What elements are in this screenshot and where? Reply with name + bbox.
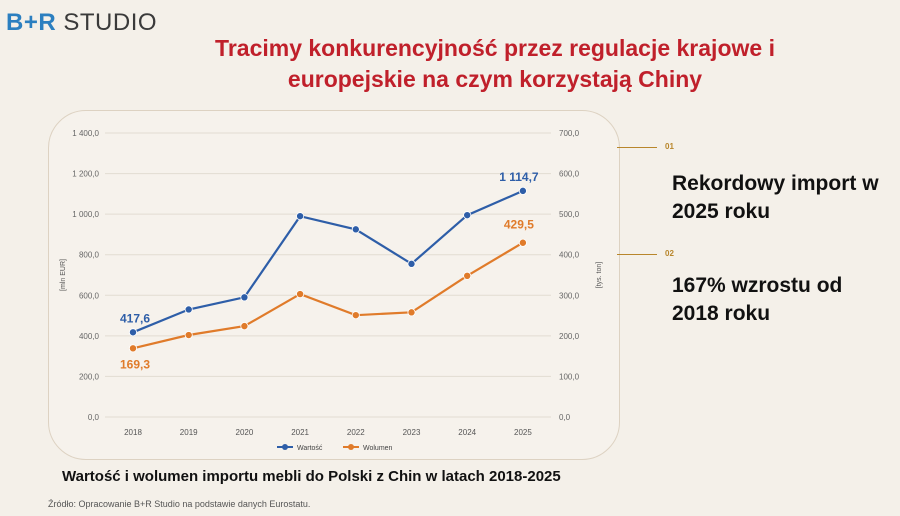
data-label: 1 114,7: [499, 170, 539, 184]
page-title: Tracimy konkurencyjność przez regulacje …: [215, 35, 775, 92]
callout-2-line: [617, 254, 657, 255]
callout-1-number: 01: [665, 142, 674, 151]
data-point: [129, 344, 138, 353]
data-point: [184, 305, 193, 314]
data-point: [407, 259, 416, 268]
data-point: [351, 225, 360, 234]
y-right-tick-label: 100,0: [559, 372, 580, 381]
data-point: [351, 311, 360, 320]
x-tick-label: 2023: [403, 428, 421, 437]
data-point: [240, 322, 249, 331]
y-left-tick-label: 200,0: [79, 372, 100, 381]
data-label: 169,3: [120, 357, 150, 371]
source-note: Źródło: Opracowanie B+R Studio na podsta…: [48, 499, 311, 509]
logo-studio: STUDIO: [63, 9, 158, 36]
data-point: [518, 238, 527, 247]
y-left-axis-label: [mln EUR]: [60, 259, 67, 291]
data-point: [129, 328, 138, 337]
y-right-tick-label: 300,0: [559, 291, 580, 300]
x-tick-label: 2018: [124, 428, 142, 437]
data-point: [463, 271, 472, 280]
y-left-tick-label: 400,0: [79, 332, 100, 341]
y-left-tick-label: 1 200,0: [72, 170, 99, 179]
y-right-tick-label: 600,0: [559, 170, 580, 179]
data-point: [407, 308, 416, 317]
x-tick-label: 2025: [514, 428, 532, 437]
callout-2-number: 02: [665, 249, 674, 258]
chart-caption: Wartość i wolumen importu mebli do Polsk…: [62, 468, 561, 485]
legend-marker-1: [282, 444, 288, 450]
y-right-tick-label: 200,0: [559, 332, 580, 341]
series-line-1: [132, 189, 524, 334]
y-right-axis-label: [tys. ton]: [596, 262, 603, 289]
data-point: [184, 331, 193, 340]
data-point: [296, 212, 305, 221]
data-label: 417,6: [120, 311, 150, 325]
data-point: [463, 211, 472, 220]
x-tick-label: 2019: [180, 428, 198, 437]
data-point: [240, 293, 249, 302]
data-label: 429,5: [504, 218, 534, 232]
x-tick-label: 2024: [458, 428, 476, 437]
y-left-tick-label: 0,0: [88, 413, 100, 422]
y-left-tick-label: 800,0: [79, 251, 100, 260]
logo-brand: B+R: [6, 9, 57, 36]
y-right-tick-label: 700,0: [559, 129, 580, 138]
callout-1-line: [617, 147, 657, 148]
x-tick-label: 2020: [236, 428, 254, 437]
data-point: [518, 186, 527, 195]
y-right-tick-label: 400,0: [559, 251, 580, 260]
series-line-2: [132, 241, 524, 350]
legend-marker-2: [348, 444, 354, 450]
x-tick-label: 2021: [291, 428, 309, 437]
chart-panel: 0,0 0,0 200,0 100,0 400,0 200,0 600,0 300,0 800,…: [48, 110, 620, 460]
data-point: [296, 290, 305, 299]
legend-label-2: Wolumen: [363, 445, 393, 452]
x-tick-label: 2022: [347, 428, 365, 437]
y-left-tick-label: 1 400,0: [72, 129, 99, 138]
y-left-tick-label: 1 000,0: [72, 210, 99, 219]
brand-logo: B+R STUDIO: [6, 9, 157, 37]
line-chart: 0,0 0,0 200,0 100,0 400,0 200,0 600,0 300,0 800,…: [60, 129, 603, 452]
y-right-tick-label: 500,0: [559, 210, 580, 219]
callout-2-text: 167% wzrostu od 2018 roku: [672, 274, 843, 325]
callout-1-text: Rekordowy import w 2025 roku: [672, 172, 879, 223]
legend-label-1: Wartość: [297, 445, 323, 452]
y-left-tick-label: 600,0: [79, 291, 100, 300]
y-right-tick-label: 0,0: [559, 413, 571, 422]
